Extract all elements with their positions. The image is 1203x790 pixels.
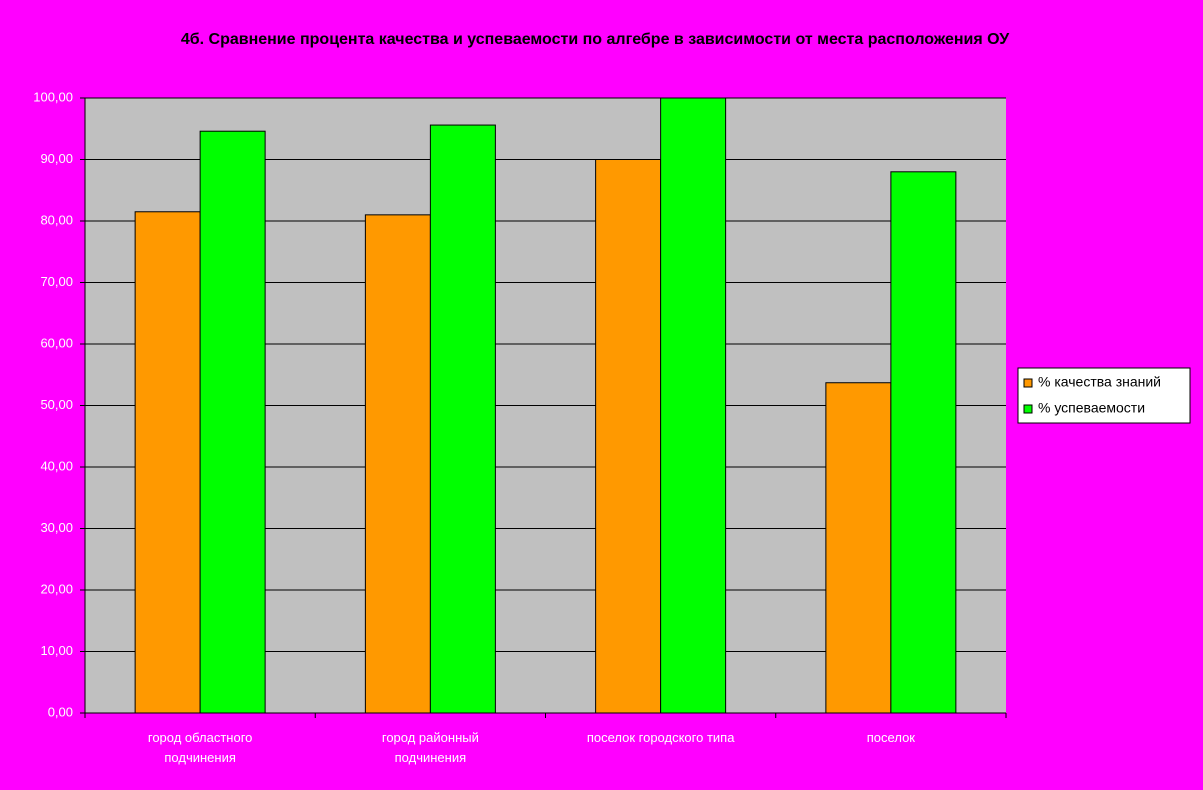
legend-label: % качества знаний	[1038, 374, 1161, 390]
bar	[199, 130, 266, 714]
legend-label: % успеваемости	[1038, 400, 1145, 416]
legend-box	[1017, 367, 1191, 424]
x-tick-label: город областного подчинения	[147, 730, 253, 765]
y-tick-label: 20,00	[40, 581, 73, 596]
bar	[825, 382, 892, 714]
bar	[364, 214, 431, 714]
y-tick-label: 0,00	[48, 704, 73, 719]
bar	[595, 159, 662, 714]
y-tick-label: 60,00	[40, 335, 73, 350]
y-tick-label: 70,00	[40, 274, 73, 289]
y-tick-label: 80,00	[40, 212, 73, 227]
bar	[890, 171, 957, 714]
legend-swatch	[1023, 378, 1033, 388]
y-tick-label: 40,00	[40, 458, 73, 473]
y-tick-label: 10,00	[40, 643, 73, 658]
x-tick-label: город районный подчинения	[381, 730, 479, 765]
bar	[134, 211, 201, 714]
bar	[660, 97, 727, 714]
x-tick-label: поселок	[866, 730, 915, 745]
y-tick-label: 90,00	[40, 151, 73, 166]
legend-swatch	[1023, 404, 1033, 414]
y-tick-label: 50,00	[40, 397, 73, 412]
bar	[429, 124, 496, 714]
y-tick-label: 100,00	[33, 89, 73, 104]
y-tick-label: 30,00	[40, 520, 73, 535]
x-tick-label: поселок городского типа	[586, 730, 735, 745]
chart-title: 4б. Сравнение процента качества и успева…	[180, 31, 1010, 48]
